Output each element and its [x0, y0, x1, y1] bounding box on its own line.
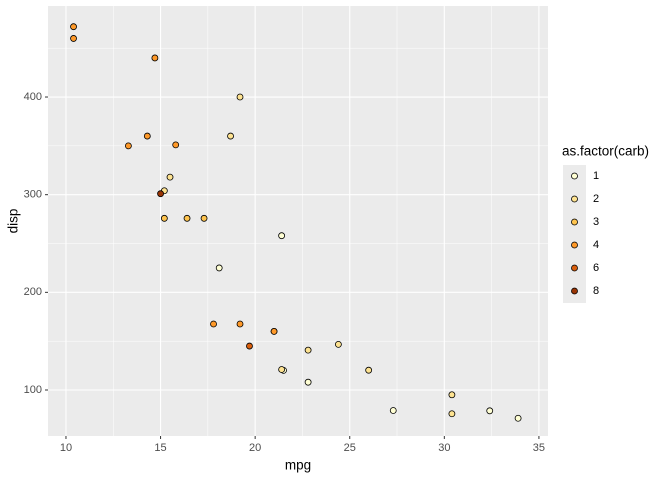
legend-marker — [571, 172, 578, 180]
y-tick-label: 200 — [24, 286, 42, 298]
point — [486, 407, 494, 415]
point — [166, 173, 174, 181]
legend-label: 8 — [593, 285, 599, 297]
legend-label: 4 — [593, 239, 599, 251]
point — [278, 232, 286, 240]
point — [270, 328, 278, 335]
x-tick-label: 25 — [344, 442, 356, 454]
point — [278, 366, 286, 373]
x-tick-label: 30 — [438, 442, 450, 454]
legend-title: as.factor(carb) — [562, 144, 649, 159]
point — [304, 378, 312, 386]
x-tick-label: 10 — [60, 442, 72, 454]
legend-marker — [571, 195, 578, 203]
point — [151, 54, 159, 62]
point — [448, 391, 456, 399]
x-tick-label: 15 — [154, 442, 166, 454]
point — [172, 141, 180, 149]
x-axis-title: mpg — [285, 458, 311, 473]
y-axis-title: disp — [6, 209, 21, 234]
point — [389, 407, 397, 414]
point — [143, 132, 151, 140]
point — [200, 214, 208, 222]
point — [125, 142, 132, 150]
y-tick-label: 100 — [24, 384, 42, 396]
point — [160, 214, 168, 222]
point — [304, 346, 312, 354]
panel — [48, 6, 548, 436]
legend-label: 2 — [593, 193, 599, 205]
x-tick-label: 20 — [249, 442, 261, 454]
legend-label: 1 — [593, 170, 599, 182]
point — [365, 366, 373, 374]
point — [448, 410, 456, 418]
legend-label: 3 — [593, 216, 599, 228]
legend-marker — [571, 241, 578, 249]
point — [514, 414, 522, 422]
point — [70, 35, 77, 42]
point — [334, 340, 342, 348]
legend-marker — [571, 264, 578, 272]
point — [183, 214, 191, 222]
point — [227, 132, 234, 140]
point — [246, 342, 253, 350]
point — [157, 190, 164, 198]
x-tick-label: 35 — [533, 442, 545, 454]
point — [236, 93, 244, 101]
legend-marker — [571, 287, 578, 295]
legend-marker — [571, 218, 578, 226]
point — [210, 320, 217, 328]
point — [70, 23, 77, 31]
point — [236, 320, 244, 328]
y-tick-label: 400 — [24, 91, 42, 103]
point — [215, 264, 223, 272]
y-tick-label: 300 — [24, 189, 42, 201]
legend-label: 6 — [593, 262, 599, 274]
